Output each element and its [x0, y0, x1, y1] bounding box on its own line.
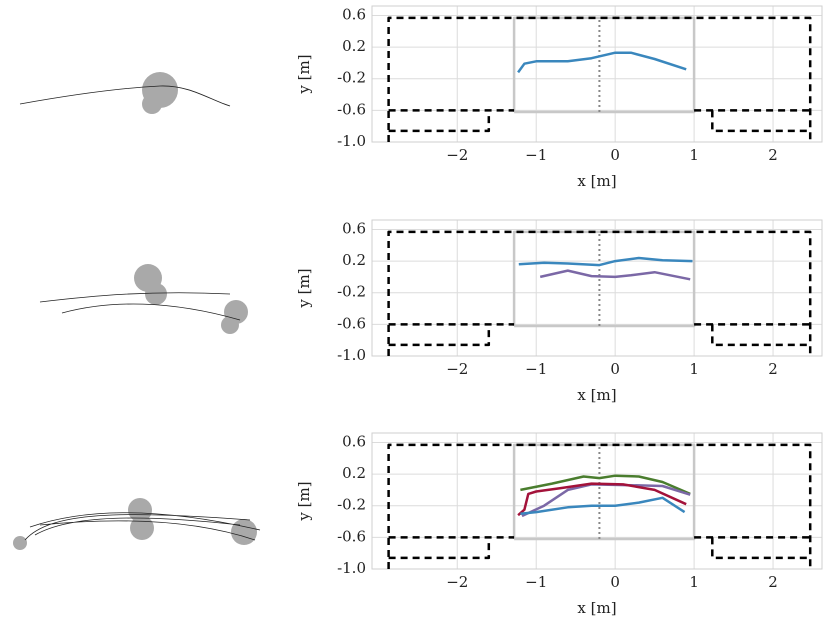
x-tick-label: 1 — [689, 146, 699, 164]
x-tick-label: 0 — [610, 360, 620, 378]
y-tick-label: 0.2 — [342, 464, 366, 482]
y-tick-label: -0.6 — [337, 527, 366, 545]
y-tick-label: -0.6 — [337, 314, 366, 332]
series-line — [517, 51, 687, 74]
series-line — [387, 230, 812, 356]
point-cloud-images — [13, 72, 261, 550]
series-line — [512, 16, 696, 114]
y-axis-label: y [m] — [295, 54, 313, 94]
x-tick-label: 0 — [610, 573, 620, 591]
x-tick-label: 0 — [610, 146, 620, 164]
x-tick-label: −2 — [446, 360, 468, 378]
series-line — [517, 482, 687, 517]
y-tick-label: -1.0 — [337, 132, 366, 150]
series-line — [388, 536, 515, 560]
axes-frame — [371, 219, 823, 357]
cloud-blob — [231, 519, 257, 545]
axes-frame — [371, 5, 823, 143]
x-tick-label: −1 — [525, 146, 547, 164]
y-tick-label: 0.6 — [342, 219, 366, 237]
track-line — [19, 85, 231, 107]
y-tick-label: -0.2 — [337, 496, 366, 514]
x-tick-label: 2 — [768, 573, 778, 591]
track-line — [24, 512, 261, 541]
y-tick-label: -0.2 — [337, 69, 366, 87]
cloud-blob — [145, 283, 167, 305]
y-tick-label: -1.0 — [337, 346, 366, 364]
y-tick-label: 0.2 — [342, 37, 366, 55]
series-line — [388, 109, 515, 133]
x-tick-label: −2 — [446, 146, 468, 164]
x-axis-label: x [m] — [577, 172, 616, 190]
x-tick-label: −2 — [446, 573, 468, 591]
x-axis-label: x [m] — [577, 386, 616, 404]
y-axis-label: y [m] — [295, 268, 313, 308]
x-tick-label: 1 — [689, 573, 699, 591]
x-tick-label: −1 — [525, 360, 547, 378]
cloud-blob — [130, 516, 154, 540]
y-tick-label: -0.6 — [337, 100, 366, 118]
y-tick-label: -1.0 — [337, 559, 366, 577]
series-line — [694, 323, 811, 347]
cloud-blob — [13, 536, 27, 550]
y-axis-label: y [m] — [295, 481, 313, 521]
cloud-blob — [221, 316, 239, 334]
series-line — [387, 16, 812, 142]
x-tick-label: 2 — [768, 360, 778, 378]
chart: 0.6 0.2 -0.2 -0.6 -1.0 −2 −1 0 1 2 x [m] y [m] — [295, 219, 823, 404]
cloud-blob — [128, 498, 152, 522]
series-line — [520, 474, 691, 496]
x-axis-label: x [m] — [577, 599, 616, 617]
x-tick-label: −1 — [525, 573, 547, 591]
x-tick-label: 1 — [689, 360, 699, 378]
series-line — [539, 269, 691, 281]
series-line — [512, 443, 696, 541]
axes-frame — [371, 432, 823, 570]
chart: 0.6 0.2 -0.2 -0.6 -1.0 −2 −1 0 1 2 x [m] y [m] — [295, 432, 823, 617]
series-line — [387, 443, 812, 569]
chart: 0.6 0.2 -0.2 -0.6 -1.0 −2 −1 0 1 2 x [m] y [m] — [295, 5, 823, 190]
series-line — [388, 323, 515, 347]
cloud-blob — [142, 94, 162, 114]
x-tick-label: 2 — [768, 146, 778, 164]
series-line — [694, 109, 811, 133]
y-tick-label: 0.2 — [342, 251, 366, 269]
series-line — [518, 256, 693, 267]
series-line — [520, 496, 686, 515]
y-tick-label: -0.2 — [337, 283, 366, 301]
series-line — [694, 536, 811, 560]
track-line — [39, 292, 241, 321]
y-tick-label: 0.6 — [342, 5, 366, 23]
series-line — [512, 230, 696, 328]
y-tick-label: 0.6 — [342, 432, 366, 450]
